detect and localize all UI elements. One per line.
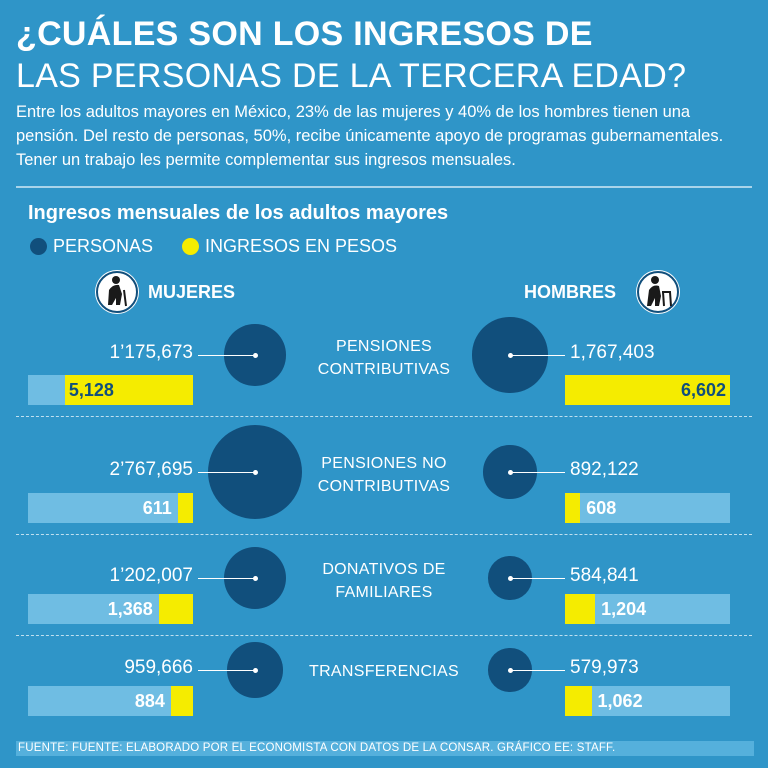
women-income-bar-track	[28, 686, 193, 716]
category-label: TRANSFERENCIAS	[309, 663, 459, 680]
women-people-value: 1’202,007	[109, 565, 193, 586]
legend-income: INGRESOS EN PESOS	[182, 236, 397, 257]
men-people-value: 1,767,403	[570, 342, 655, 363]
men-income-value: 6,602	[680, 380, 726, 400]
row-separator	[16, 416, 752, 417]
legend-people-swatch	[30, 238, 47, 255]
women-leader	[198, 670, 255, 671]
row-separator	[16, 534, 752, 535]
women-leader	[198, 578, 255, 579]
category-label: DONATIVOS DE FAMILIARES	[300, 558, 468, 604]
women-dot	[252, 469, 258, 475]
men-income-bar	[565, 375, 730, 405]
women-heading: MUJERES	[148, 282, 236, 302]
category-label-line: CONTRIBUTIVAS	[317, 478, 451, 495]
divider	[16, 186, 752, 188]
legend-people: PERSONAS	[30, 236, 153, 257]
men-leader	[510, 670, 565, 671]
women-income-bar	[64, 375, 193, 405]
legend-income-label: INGRESOS EN PESOS	[205, 236, 398, 256]
men-leader	[510, 355, 565, 356]
men-leader	[510, 472, 565, 473]
category-label-line: PENSIONES NO	[321, 455, 447, 472]
row-separator	[16, 635, 752, 636]
women-income-bar	[177, 493, 193, 523]
men-dot	[507, 575, 513, 581]
men-dot	[507, 352, 513, 358]
women-leader	[198, 472, 255, 473]
category-label-line: FAMILIARES	[335, 584, 433, 601]
women-income-bar	[170, 686, 193, 716]
men-people-value: 892,122	[570, 459, 639, 480]
women-dot	[252, 667, 258, 673]
women-people-value: 959,666	[124, 657, 193, 678]
category-label: PENSIONES CONTRIBUTIVAS	[300, 335, 468, 381]
men-income-value: 1,062	[597, 691, 643, 711]
men-income-value: 608	[586, 498, 617, 518]
category-label-line: PENSIONES	[335, 338, 433, 355]
men-income-bar	[565, 594, 596, 624]
women-dot	[252, 575, 258, 581]
men-people-value: 584,841	[570, 565, 639, 586]
category-label-line: CONTRIBUTIVAS	[317, 361, 451, 378]
intro-text: Entre los adultos mayores en México, 23%…	[16, 103, 724, 169]
women-income-bar	[158, 594, 193, 624]
women-income-value: 5,128	[68, 380, 114, 400]
men-dot	[507, 469, 513, 475]
men-dot	[507, 667, 513, 673]
chart-title: Ingresos mensuales de los adultos mayore…	[28, 202, 449, 224]
men-income-bar	[565, 686, 592, 716]
title-line-1: ¿CUÁLES SON LOS INGRESOS DE	[16, 15, 593, 53]
women-income-bar-track	[28, 493, 193, 523]
men-income-bar-track	[565, 493, 730, 523]
source-note: FUENTE: FUENTE: ELABORADO POR EL ECONOMI…	[18, 742, 616, 754]
elderly-woman-icon	[95, 270, 139, 314]
women-people-value: 2’767,695	[109, 459, 193, 480]
women-people-value: 1’175,673	[109, 342, 193, 363]
category-label: PENSIONES NO CONTRIBUTIVAS	[300, 452, 468, 498]
men-leader	[510, 578, 565, 579]
women-income-value: 611	[142, 498, 172, 518]
legend-people-label: PERSONAS	[53, 236, 154, 256]
men-income-bar	[565, 493, 581, 523]
women-income-value: 1,368	[107, 599, 153, 619]
title-line-2: LAS PERSONAS DE LA TERCERA EDAD?	[16, 57, 687, 95]
men-income-value: 1,204	[601, 599, 647, 619]
men-people-value: 579,973	[570, 657, 639, 678]
women-dot	[252, 352, 258, 358]
category-label-line: DONATIVOS DE	[322, 561, 446, 578]
men-heading: HOMBRES	[524, 282, 617, 302]
women-income-value: 884	[134, 691, 165, 711]
elderly-man-icon	[636, 270, 680, 314]
men-income-bar-track	[565, 686, 730, 716]
legend-income-swatch	[182, 238, 199, 255]
women-leader	[198, 355, 255, 356]
footer-band	[16, 741, 754, 756]
